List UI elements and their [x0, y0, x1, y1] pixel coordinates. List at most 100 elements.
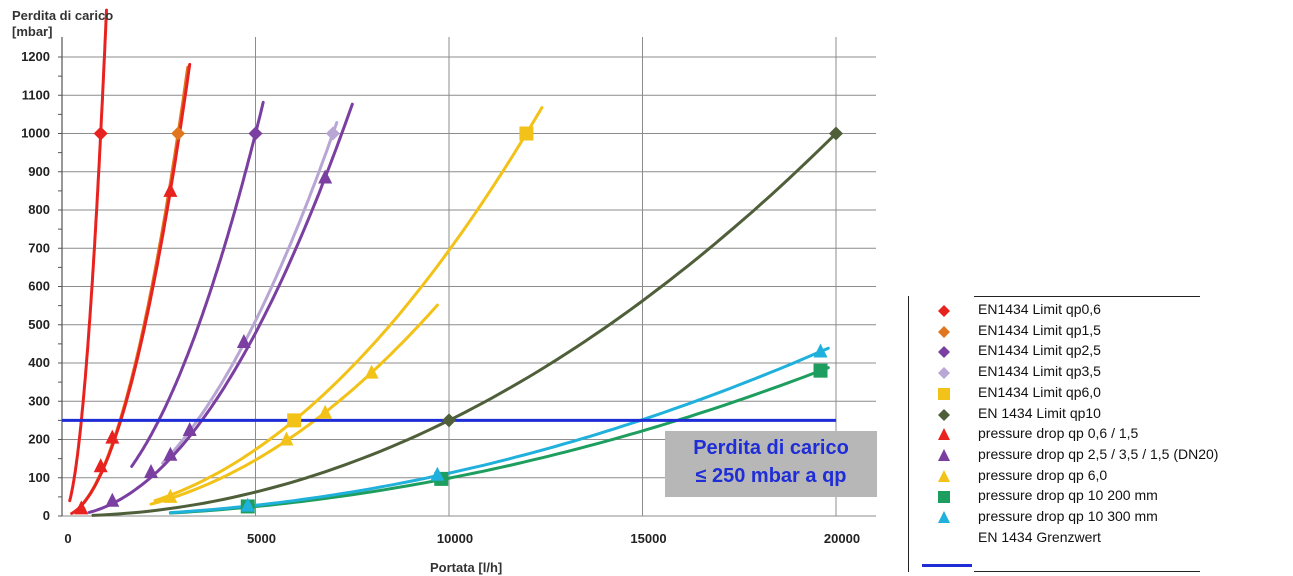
- legend-marker: [938, 346, 950, 359]
- square-marker-icon: [938, 491, 950, 504]
- legend-marker: [938, 305, 950, 317]
- diamond-marker-icon: [938, 346, 950, 359]
- y-tick-label: 1000: [21, 126, 50, 141]
- legend-item: EN1434 Limit qp1,5: [908, 321, 1293, 341]
- series-line: [130, 100, 265, 468]
- data-point: [287, 413, 302, 428]
- chart-series-lines: [68, 8, 838, 517]
- legend-label: pressure drop qp 6,0: [978, 466, 1108, 483]
- y-tick-label: 800: [28, 202, 50, 217]
- legend-item: pressure drop qp 2,5 / 3,5 / 1,5 (DN20): [908, 445, 1293, 465]
- data-point: [325, 126, 340, 141]
- x-tick-label: 10000: [437, 531, 473, 546]
- legend-marker: [938, 491, 950, 504]
- series-line: [87, 102, 354, 514]
- legend-line-swatch: [922, 564, 972, 567]
- series-line: [168, 346, 830, 515]
- data-point: [279, 431, 294, 446]
- legend-item: pressure drop qp 0,6 / 1,5: [908, 424, 1293, 444]
- legend-bottom-rule: [974, 571, 1200, 572]
- series-line: [91, 132, 838, 517]
- legend-item: pressure drop qp 10 200 mm: [908, 486, 1293, 506]
- threshold-callout: Perdita di carico ≤ 250 mbar a qp: [665, 431, 877, 497]
- legend-item: EN1434 Limit qp0,6: [908, 300, 1293, 320]
- legend-left-rule: [908, 296, 909, 572]
- data-point: [163, 488, 178, 503]
- x-tick-label: 15000: [630, 531, 666, 546]
- data-point: [364, 364, 379, 379]
- legend-label: pressure drop qp 2,5 / 3,5 / 1,5 (DN20): [978, 445, 1219, 462]
- x-tick-label: 20000: [824, 531, 860, 546]
- legend-marker: [938, 408, 950, 421]
- y-tick-label: 900: [28, 164, 50, 179]
- legend-label: EN1434 Limit qp3,5: [978, 363, 1101, 380]
- legend-top-rule: [974, 296, 1200, 297]
- series-line: [168, 366, 830, 515]
- legend-marker: [938, 469, 950, 482]
- data-point: [105, 429, 120, 444]
- data-point: [318, 169, 333, 184]
- legend-item: pressure drop qp 10 300 mm: [908, 507, 1293, 527]
- triangle-marker-icon: [938, 511, 950, 523]
- legend-label: EN1434 Limit qp0,6: [978, 301, 1101, 317]
- legend-label: pressure drop qp 10 300 mm: [978, 508, 1158, 524]
- data-point: [430, 466, 445, 481]
- y-tick-label: 600: [28, 279, 50, 294]
- data-point: [74, 500, 89, 515]
- callout-line-1: Perdita di carico: [693, 437, 849, 459]
- series-line: [149, 303, 439, 506]
- data-point: [163, 182, 178, 197]
- legend-item: EN1434 Limit qp3,5: [908, 362, 1293, 382]
- square-marker-icon: [938, 387, 950, 400]
- y-tick-label: 200: [28, 432, 50, 447]
- callout-line-2: ≤ 250 mbar a qp: [695, 465, 847, 487]
- chart-markers: [74, 126, 843, 515]
- data-point: [236, 333, 251, 348]
- triangle-marker-icon: [938, 428, 950, 441]
- legend-item: EN 1434 Limit qp10: [908, 404, 1293, 424]
- legend-label: pressure drop qp 0,6 / 1,5: [978, 425, 1139, 442]
- legend-marker: [938, 511, 950, 523]
- chart-tick-labels: 0 100 200 300 400 500 600 700 800 900 1000 1100 1200…: [21, 49, 860, 546]
- data-point: [163, 446, 178, 461]
- y-tick-label: 700: [28, 240, 50, 255]
- y-tick-label: 1200: [21, 49, 50, 64]
- legend-item: EN1434 Limit qp2,5: [908, 341, 1293, 361]
- diamond-marker-icon: [938, 367, 950, 380]
- legend-marker: [938, 428, 950, 441]
- y-tick-label: 400: [28, 355, 50, 370]
- diamond-marker-icon: [938, 305, 950, 317]
- legend-marker: [938, 448, 950, 461]
- legend-marker: [938, 387, 950, 400]
- y-tick-label: 300: [28, 393, 50, 408]
- legend-label: EN1434 Limit qp1,5: [978, 321, 1101, 338]
- data-point: [829, 126, 843, 141]
- x-axis-label: Portata [l/h]: [430, 560, 503, 575]
- data-point: [318, 404, 333, 419]
- x-tick-label: 5000: [247, 531, 276, 546]
- legend-item: EN1434 Limit qp6,0: [908, 383, 1293, 403]
- y-axis-label-line-1: Perdita di carico: [12, 8, 114, 23]
- data-point: [813, 343, 828, 358]
- data-point: [171, 126, 186, 141]
- data-point: [240, 497, 255, 512]
- x-tick-label: 0: [64, 531, 71, 546]
- legend-item: EN 1434 Grenzwert: [908, 528, 1293, 548]
- diamond-marker-icon: [938, 408, 950, 421]
- data-point: [105, 492, 120, 507]
- data-point: [248, 126, 263, 141]
- data-point: [93, 126, 108, 141]
- legend-item: pressure drop qp 6,0: [908, 466, 1293, 486]
- y-tick-label: 500: [28, 317, 50, 332]
- chart-grid: [58, 37, 876, 517]
- triangle-marker-icon: [938, 469, 950, 482]
- series-line: [153, 106, 544, 503]
- data-point: [182, 421, 197, 436]
- chart-legend: EN1434 Limit qp0,6 EN1434 Limit qp1,5 EN14…: [908, 296, 1293, 576]
- data-point: [93, 458, 108, 473]
- legend-label: EN 1434 Grenzwert: [978, 528, 1101, 545]
- y-tick-label: 0: [43, 508, 50, 523]
- data-point: [442, 413, 456, 428]
- legend-label: EN1434 Limit qp2,5: [978, 342, 1101, 359]
- data-point: [144, 464, 159, 479]
